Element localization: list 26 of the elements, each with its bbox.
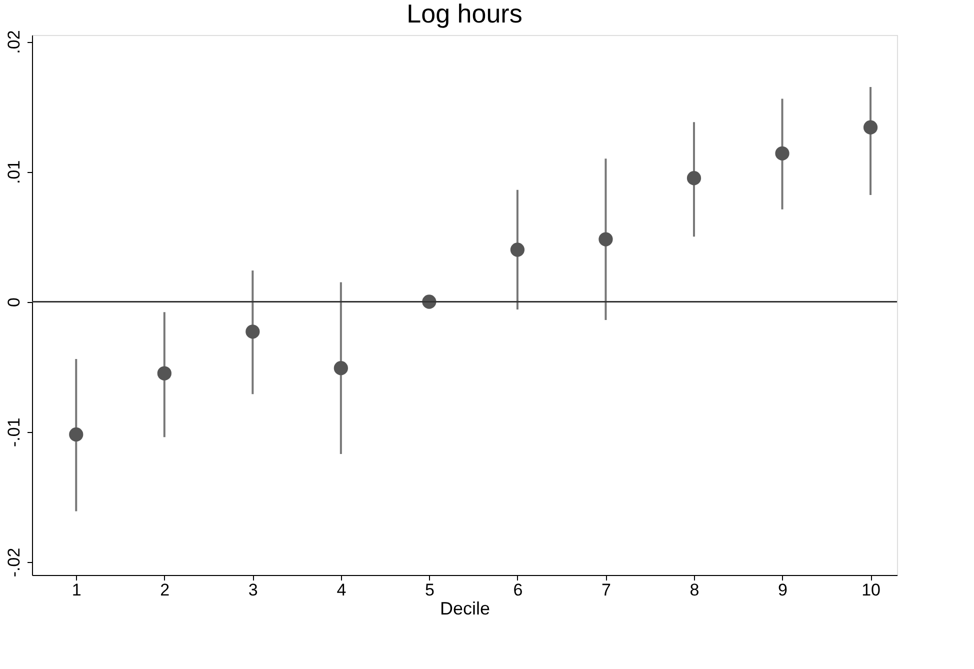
point (246, 324, 260, 339)
point (69, 427, 84, 442)
point (775, 146, 790, 160)
x-tick-label: 8 (690, 580, 700, 600)
x-tick-label: 6 (513, 580, 523, 600)
x-tick-label: 4 (336, 580, 346, 600)
point (686, 171, 702, 186)
y-tick-label: 0 (4, 298, 24, 307)
x-tick-label: 10 (862, 580, 880, 600)
y-tick-label: .01 (4, 160, 24, 184)
point (510, 242, 525, 257)
point (863, 120, 878, 134)
y-tick-label: -.02 (4, 548, 24, 578)
point (157, 366, 172, 380)
point (598, 232, 613, 246)
x-tick-label: 1 (72, 580, 82, 600)
x-tick-label: 5 (424, 580, 434, 600)
x-tick-label: 7 (601, 580, 611, 600)
x-tick-label: 2 (160, 580, 170, 600)
x-tick-label: 9 (778, 580, 788, 600)
y-tick-label: .02 (4, 30, 24, 54)
point (334, 361, 348, 376)
y-tick-label: -.01 (4, 418, 24, 448)
chart-title: Log hours (406, 0, 522, 29)
x-axis-title: Decile (440, 598, 490, 618)
x-tick-label: 3 (248, 580, 258, 600)
